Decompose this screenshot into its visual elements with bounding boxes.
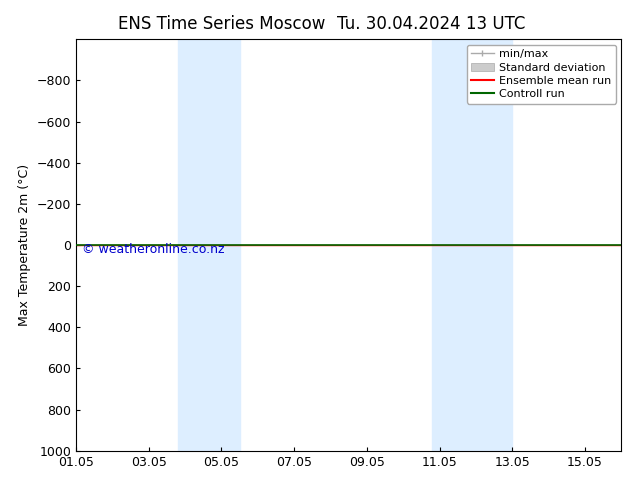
Text: Tu. 30.04.2024 13 UTC: Tu. 30.04.2024 13 UTC xyxy=(337,15,526,33)
Bar xyxy=(178,39,240,451)
Text: © weatheronline.co.nz: © weatheronline.co.nz xyxy=(82,243,224,256)
Text: ENS Time Series Moscow: ENS Time Series Moscow xyxy=(118,15,326,33)
Legend: min/max, Standard deviation, Ensemble mean run, Controll run: min/max, Standard deviation, Ensemble me… xyxy=(467,45,616,104)
Bar xyxy=(432,39,512,451)
Y-axis label: Max Temperature 2m (°C): Max Temperature 2m (°C) xyxy=(18,164,31,326)
